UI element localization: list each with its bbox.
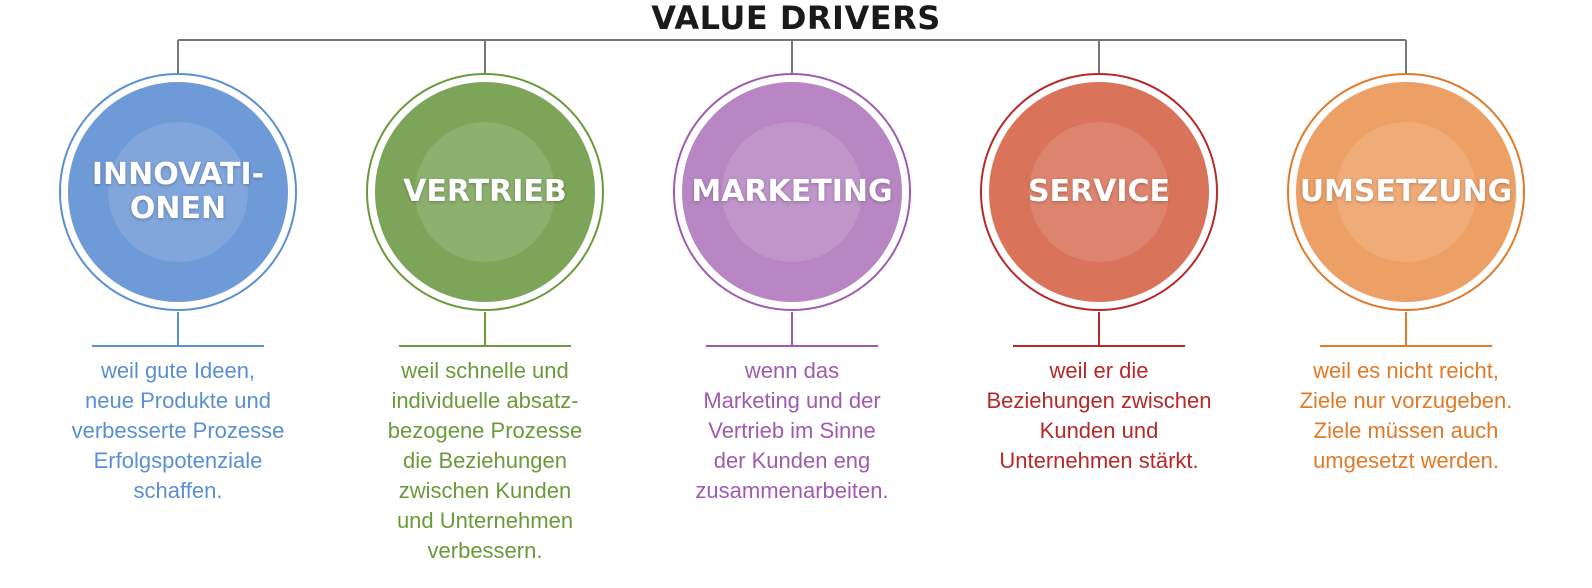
description-line: neue Produkte und xyxy=(85,388,271,413)
description-line: die Beziehungen xyxy=(403,448,567,473)
description-line: verbessern. xyxy=(427,538,543,563)
description-line: umgesetzt werden. xyxy=(1313,448,1499,473)
description-line: bezogene Prozesse xyxy=(387,418,583,443)
description-line: zusammenarbeiten. xyxy=(695,478,889,503)
description-line: zwischen Kunden xyxy=(398,478,572,503)
description-line: Kunden und xyxy=(1039,418,1159,443)
description-line: weil gute Ideen, xyxy=(100,358,256,383)
driver-name: MARKETING xyxy=(691,174,893,209)
driver-circle: VERTRIEB xyxy=(365,72,605,312)
driver-circle: SERVICE xyxy=(979,72,1219,312)
driver-description: weil er die Beziehungen zwischen Kunden un… xyxy=(949,356,1249,476)
driver-name: VERTRIEB xyxy=(403,174,567,209)
description-line: Unternehmen stärkt. xyxy=(999,448,1199,473)
circle-decoration xyxy=(108,122,248,262)
driver-circle: INNOVATI- ONEN xyxy=(58,72,298,312)
description-line: individuelle absatz- xyxy=(391,388,579,413)
circle-decoration xyxy=(722,122,862,262)
circle-decoration xyxy=(415,122,555,262)
circle-fill xyxy=(375,82,595,302)
description-line: Ziele müssen auch xyxy=(1313,418,1499,443)
description-line: Vertrieb im Sinne xyxy=(708,418,876,443)
circle-fill xyxy=(1296,82,1516,302)
description-line: schaffen. xyxy=(133,478,223,503)
circle-fill xyxy=(989,82,1209,302)
description-line: weil es nicht reicht, xyxy=(1313,358,1499,383)
circle-fill xyxy=(682,82,902,302)
driver-description: weil schnelle und individuelle absatz-bez… xyxy=(335,356,635,566)
driver-description: weil es nicht reicht, Ziele nur vorzugebe… xyxy=(1256,356,1556,476)
driver-name: INNOVATI- ONEN xyxy=(91,157,265,226)
description-line: Marketing und der xyxy=(703,388,881,413)
driver-description: wenn das Marketing und der Vertrieb im Sin… xyxy=(642,356,942,506)
circle-decoration xyxy=(1029,122,1169,262)
description-line: weil er die xyxy=(1049,358,1149,383)
diagram-title: VALUE DRIVERS xyxy=(651,0,941,37)
driver-name: UMSETZUNG xyxy=(1299,174,1513,209)
description-line: und Unternehmen xyxy=(396,508,574,533)
driver-circle: MARKETING xyxy=(672,72,912,312)
description-line: verbesserte Prozesse xyxy=(71,418,285,443)
circle-fill xyxy=(68,82,288,302)
driver-circle: UMSETZUNG xyxy=(1286,72,1526,312)
description-line: weil schnelle und xyxy=(401,358,569,383)
description-line: Beziehungen zwischen xyxy=(986,388,1212,413)
driver-name: SERVICE xyxy=(1027,174,1171,209)
driver-description: weil gute Ideen, neue Produkte und verbess… xyxy=(28,356,328,506)
circle-decoration xyxy=(1336,122,1476,262)
description-line: Erfolgspotenziale xyxy=(93,448,263,473)
description-line: Ziele nur vorzugeben. xyxy=(1299,388,1513,413)
description-line: wenn das xyxy=(744,358,840,383)
description-line: der Kunden eng xyxy=(713,448,871,473)
